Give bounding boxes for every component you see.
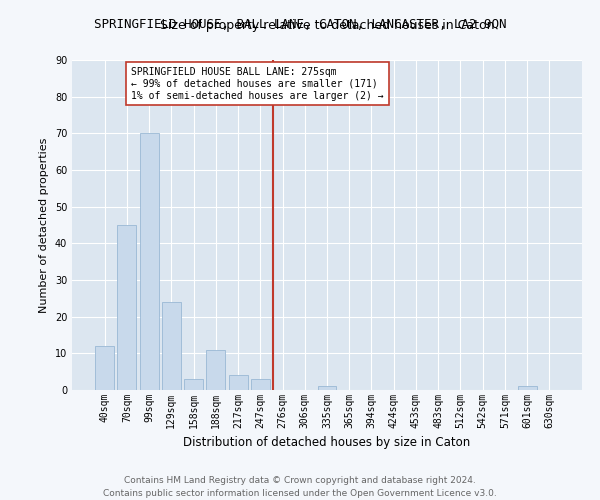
Title: Size of property relative to detached houses in Caton: Size of property relative to detached ho… xyxy=(160,20,494,32)
Text: SPRINGFIELD HOUSE, BALL LANE, CATON, LANCASTER, LA2 9QN: SPRINGFIELD HOUSE, BALL LANE, CATON, LAN… xyxy=(94,18,506,30)
Bar xyxy=(518,386,536,390)
Text: Contains HM Land Registry data © Crown copyright and database right 2024.
Contai: Contains HM Land Registry data © Crown c… xyxy=(103,476,497,498)
X-axis label: Distribution of detached houses by size in Caton: Distribution of detached houses by size … xyxy=(184,436,470,450)
Bar xyxy=(251,379,270,390)
Bar xyxy=(317,386,337,390)
Bar xyxy=(229,376,248,390)
Bar xyxy=(162,302,181,390)
Bar xyxy=(140,134,158,390)
Bar xyxy=(184,379,203,390)
Bar xyxy=(118,225,136,390)
Text: SPRINGFIELD HOUSE BALL LANE: 275sqm
← 99% of detached houses are smaller (171)
1: SPRINGFIELD HOUSE BALL LANE: 275sqm ← 99… xyxy=(131,68,384,100)
Bar xyxy=(95,346,114,390)
Y-axis label: Number of detached properties: Number of detached properties xyxy=(39,138,49,312)
Bar xyxy=(206,350,225,390)
